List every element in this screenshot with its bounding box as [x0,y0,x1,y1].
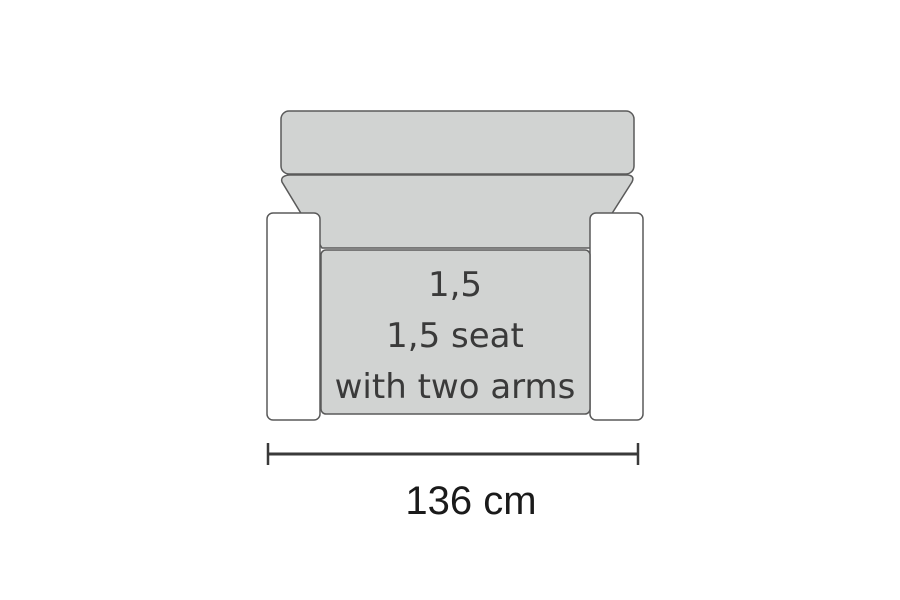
seat-name-label: 1,5 seat [386,316,524,356]
width-dimension-line [267,443,639,465]
width-dimension-label: 136 cm [405,479,536,523]
right-arm [590,213,643,420]
back-cushion [281,111,634,174]
left-arm [267,213,320,420]
seat-description-label: with two arms [335,367,576,407]
seat-code-label: 1,5 [428,265,482,305]
backrest [282,175,633,248]
